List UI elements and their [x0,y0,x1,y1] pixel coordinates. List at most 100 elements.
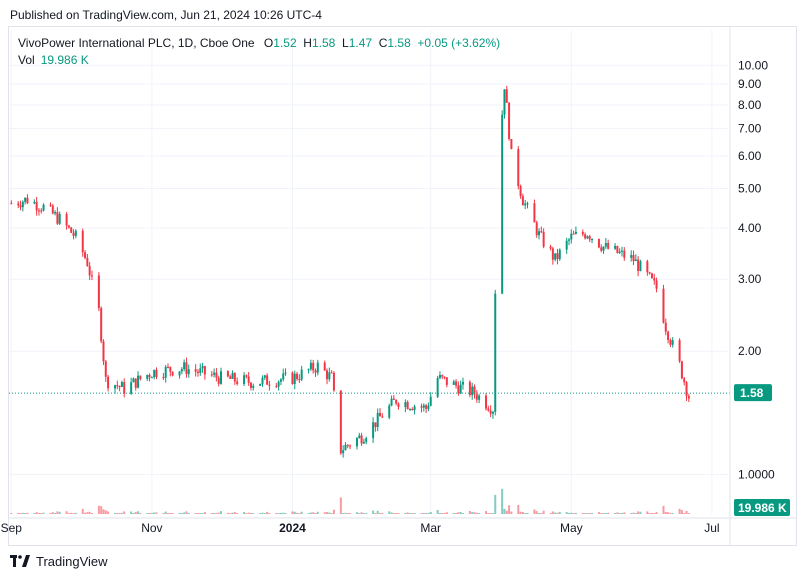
candle-body [574,231,577,234]
candle-body [90,275,93,277]
candle-body [187,369,190,375]
candle-body [120,382,123,387]
candle-body [425,405,428,409]
volume-bars [10,488,690,514]
candle-body [180,369,183,372]
candle-body [178,371,181,376]
volume-bar [153,512,156,514]
footer-branding[interactable]: TradingView [10,552,108,570]
volume-bar [362,513,365,514]
volume-bar [210,513,213,514]
volume-bar [120,512,123,514]
volume-bar [298,513,301,514]
volume-bar [307,513,310,514]
volume-bar [199,512,202,514]
candle-body [487,408,490,411]
volume-bar [86,512,89,514]
volume-bar [130,511,133,514]
candle-body [620,250,623,252]
candle-body [478,395,481,400]
published-caption: Published on TradingView.com, Jun 21, 20… [10,8,322,22]
candle-body [503,89,506,115]
candle-body [72,232,75,236]
y-tick-label: 8.00 [738,98,762,112]
candle-body [683,378,686,383]
volume-bar [623,512,626,514]
volume-bar [332,509,335,514]
volume-bar [549,513,552,514]
volume-bar [344,512,347,514]
candle-body [37,210,40,212]
volume-bar [687,513,690,514]
volume-bar [411,513,414,514]
low-label: L [342,36,349,50]
volume-bar [508,505,511,514]
candle-body [648,272,651,274]
candle-body [199,368,202,373]
candle-body [570,233,573,240]
candle-body [374,422,377,428]
candle-body [519,186,522,197]
volume-bar [538,513,541,514]
candle-body [346,444,349,446]
x-tick-label: Jul [704,521,719,535]
volume-bar [600,513,603,514]
volume-bar [392,513,395,514]
volume-bar [646,511,649,514]
candle-body [459,384,462,394]
volume-bar [203,512,206,514]
candle-body [323,362,326,371]
candle-body [632,255,635,262]
candle-body [586,236,589,239]
volume-bar [268,513,271,514]
candle-body [148,374,151,378]
volume-bar [58,511,61,514]
volume-bar [284,513,287,514]
candle-body [291,372,294,384]
volume-bar [266,511,269,514]
volume-bar [584,513,587,514]
chart-pane[interactable] [8,26,797,546]
candle-body [390,398,393,406]
volume-bar [233,512,236,514]
candle-body [171,371,174,376]
volume-bar [277,512,280,514]
volume-bar [346,513,349,514]
volume-bar [243,512,246,514]
candle-body [146,374,149,379]
y-tick-label: 6.00 [738,149,762,163]
chart-grid [9,30,728,514]
volume-bar [37,513,40,514]
volume-bar [263,513,266,514]
candle-body [150,377,153,379]
volume-bar [445,512,448,514]
candle-body [243,375,246,384]
candle-body [21,201,24,208]
volume-bar [586,513,589,514]
volume-bar [565,512,568,514]
volume-bar [648,513,651,514]
volume-bar [291,511,294,514]
volume-bar [567,513,570,514]
tradingview-logo-icon [10,555,30,567]
candle-body [196,371,199,373]
volume-bar [597,512,600,514]
volume-bar [10,513,13,514]
candle-body [521,196,524,206]
volume-bar [459,512,462,514]
volume-bar [650,512,653,514]
price-axis: 1.0000 2.00 3.00 4.00 5.00 6.00 7.00 8.00 9.00 10… [729,27,775,545]
candle-body [597,238,600,248]
volume-bar [473,512,476,514]
volume-bar [220,511,223,514]
candle-body [326,370,329,380]
volume-bar [678,508,681,514]
volume-bar [107,511,110,514]
volume-bar [572,513,575,514]
candle-body [247,376,250,383]
candle-body [293,373,296,384]
change-value: +0.05 (+3.62%) [417,36,501,50]
candle-body [183,362,186,370]
candle-body [252,385,255,388]
